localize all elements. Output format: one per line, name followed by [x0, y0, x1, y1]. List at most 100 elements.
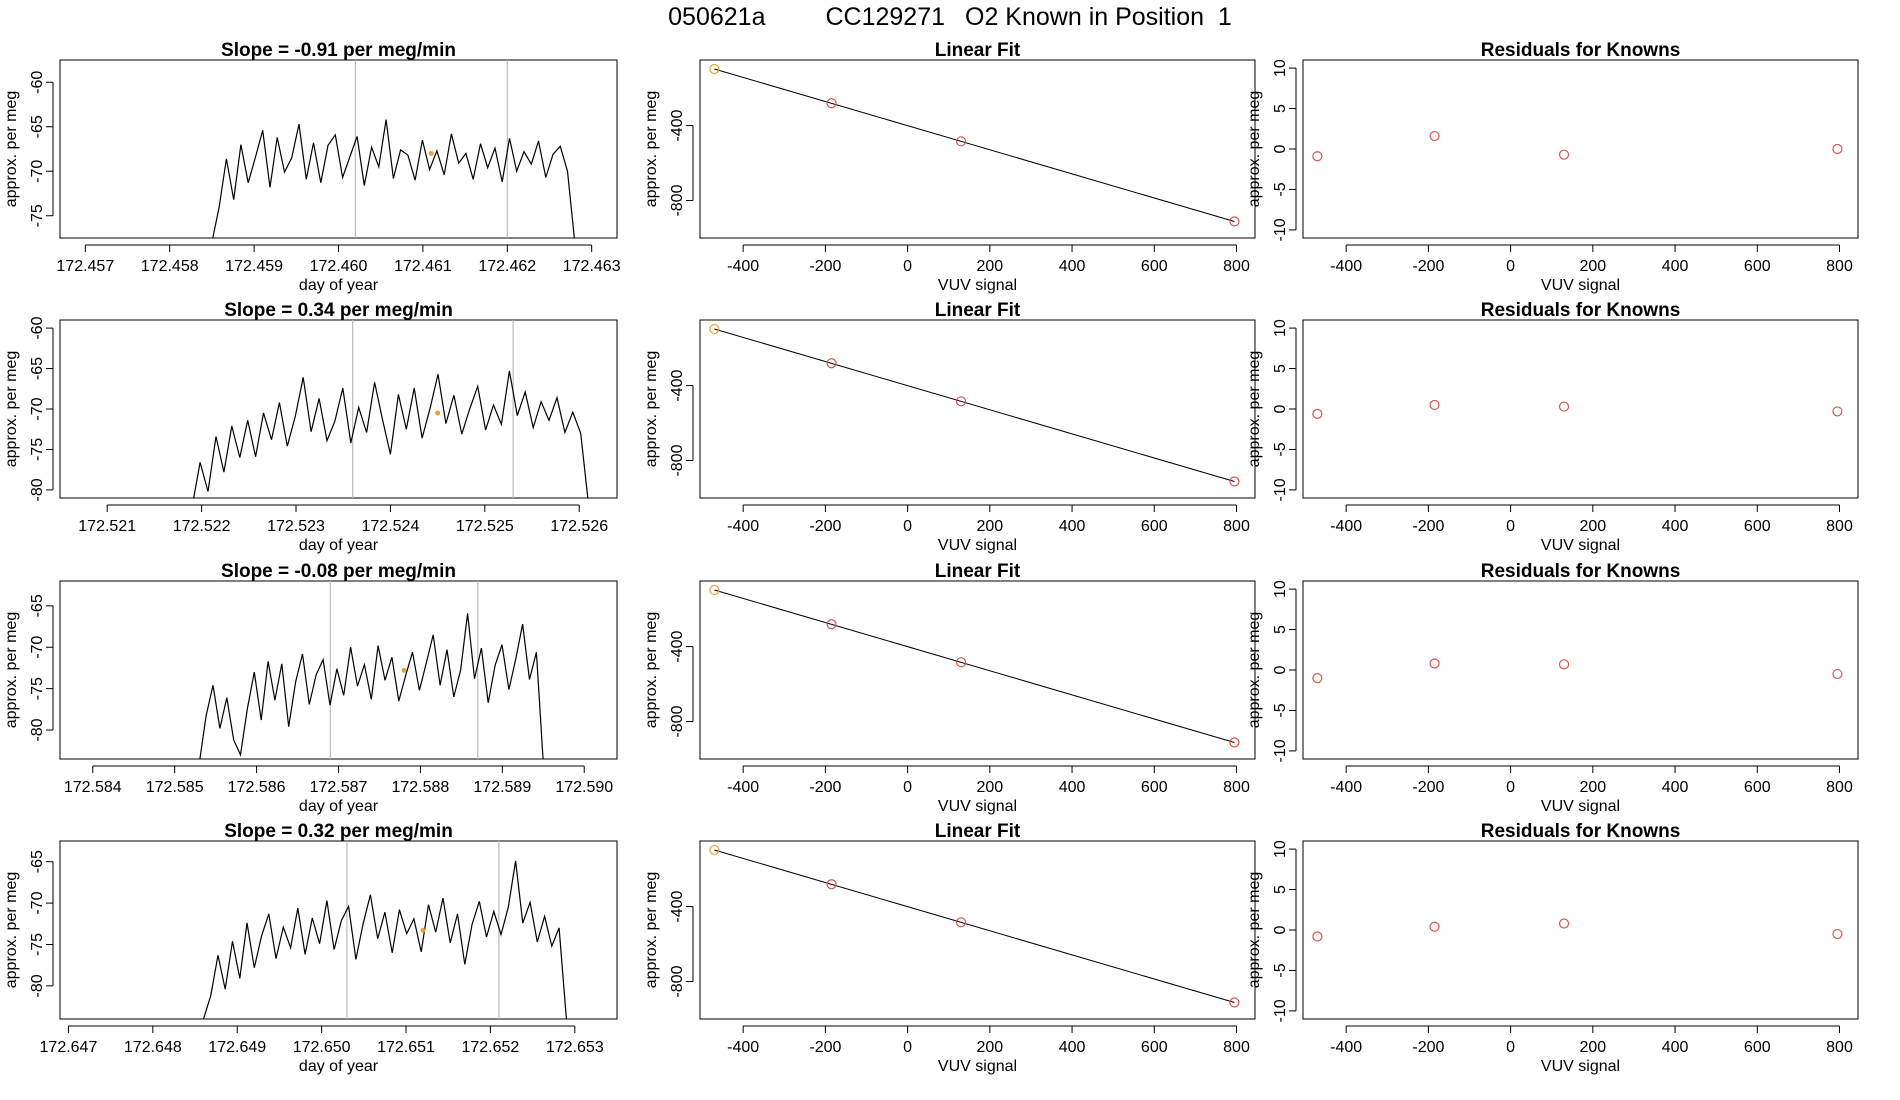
r3-residuals-y-tick-label: 5 [1272, 625, 1289, 634]
r2-linear_fit-point [955, 396, 967, 407]
r1-timeseries-plot-frame [59, 59, 618, 239]
r4-residuals-point [1429, 921, 1440, 932]
r1-residuals-point [1558, 149, 1570, 160]
r3-residuals-y-tick-label: 10 [1272, 580, 1289, 598]
r2-linear_fit-y-axis-label: approx. per meg [643, 351, 660, 468]
r1-residuals-x-tick-label: 800 [1826, 258, 1853, 275]
r4-linear_fit-plot-frame [699, 840, 1256, 1020]
r4-timeseries-y-tick-label: -80 [29, 974, 46, 997]
r4-linear_fit-point [1229, 997, 1240, 1008]
r2-linear_fit-point [826, 358, 837, 369]
r1-residuals-y-tick-label: -10 [1272, 218, 1289, 241]
r1-timeseries-x-tick-label: 172.459 [225, 258, 283, 275]
r1-linear_fit-y-tick-label: -400 [669, 109, 686, 141]
r2-residuals-y-tick-label: 5 [1272, 364, 1289, 373]
r3-timeseries-x-tick-label: 172.590 [555, 779, 613, 796]
r3-residuals-x-tick-label: 400 [1662, 779, 1689, 796]
r1-linear_fit-point [1229, 216, 1240, 227]
r3-linear_fit-x-tick-label: 200 [976, 779, 1003, 796]
r2-linear_fit-y-tick-label: -400 [669, 369, 686, 401]
r2-residuals-point [1832, 406, 1843, 417]
r3-timeseries-x-tick-label: 172.585 [146, 779, 204, 796]
r4-timeseries-x-tick-label: 172.652 [461, 1039, 519, 1056]
title-run-id: 050621a [668, 2, 766, 31]
title-cylinder-id: CC129271 [825, 2, 946, 31]
r1-linear_fit-y-axis-label: approx. per meg [643, 91, 660, 208]
r2-residuals-y-axis-label: approx. per meg [1246, 351, 1263, 468]
r1-residuals-y-axis-label: approx. per meg [1246, 91, 1263, 208]
r3-timeseries-x-tick-label: 172.584 [64, 779, 122, 796]
r4-linear_fit-point [955, 917, 967, 928]
r2-linear_fit-x-tick-label: 800 [1223, 518, 1250, 535]
r4-residuals-y-axis-label: approx. per meg [1246, 872, 1263, 989]
r4-timeseries-y-tick-label: -65 [29, 850, 46, 873]
r2-timeseries-mean-marker [435, 410, 441, 416]
r1-linear_fit-x-tick-label: -400 [727, 258, 759, 275]
r4-residuals-x-tick-label: 600 [1744, 1039, 1771, 1056]
r4-timeseries-x-tick-label: 172.653 [546, 1039, 604, 1056]
r1-residuals-y-tick-label: 5 [1272, 104, 1289, 113]
r2-linear_fit-x-axis-label: VUV signal [938, 537, 1017, 554]
r1-timeseries-series-line [212, 119, 575, 238]
r1-residuals-x-tick-label: 200 [1579, 258, 1606, 275]
r2-residuals-y-tick-label: -10 [1272, 478, 1289, 501]
r1-timeseries-y-tick-label: -65 [29, 115, 46, 138]
r4-timeseries-x-tick-label: 172.650 [293, 1039, 351, 1056]
r3-linear_fit-y-tick-label: -800 [669, 705, 686, 737]
r4-linear_fit-x-tick-label: 800 [1223, 1039, 1250, 1056]
r4-residuals-x-tick-label: 800 [1826, 1039, 1853, 1056]
r3-timeseries-x-axis-label: day of year [299, 798, 379, 815]
r4-timeseries-mean-marker [420, 927, 426, 933]
r1-residuals-x-tick-label: -400 [1330, 258, 1362, 275]
r4-linear_fit-title: Linear Fit [935, 821, 1021, 842]
r3-timeseries-y-axis-label: approx. per meg [3, 612, 20, 729]
r4-linear_fit-x-axis-label: VUV signal [938, 1058, 1017, 1075]
r2-linear_fit-y-tick-label: -800 [669, 444, 686, 476]
r1-linear_fit-x-tick-label: 800 [1223, 258, 1250, 275]
r1-linear_fit-x-tick-label: 600 [1141, 258, 1168, 275]
r2-linear_fit-point [1229, 476, 1240, 487]
r2-timeseries-y-tick-label: -75 [29, 438, 46, 461]
r1-timeseries-x-tick-label: 172.458 [141, 258, 199, 275]
r3-linear_fit-y-tick-label: -400 [669, 630, 686, 662]
r2-timeseries-plot-frame [59, 319, 618, 499]
r4-linear_fit-x-tick-label: 600 [1141, 1039, 1168, 1056]
r3-residuals-plot-frame [1302, 580, 1859, 760]
r1-linear_fit-point [955, 136, 967, 147]
r2-linear_fit-title: Linear Fit [935, 300, 1021, 321]
r4-residuals-x-axis-label: VUV signal [1541, 1058, 1620, 1075]
r4-linear_fit-fit-line [714, 849, 1235, 1003]
r3-residuals-point [1312, 672, 1323, 684]
r4-residuals-y-tick-label: 10 [1272, 840, 1289, 858]
r1-timeseries-x-tick-label: 172.457 [56, 258, 114, 275]
r3-linear_fit-point [709, 584, 720, 596]
r2-linear_fit-x-tick-label: 200 [976, 518, 1003, 535]
r2-residuals-title: Residuals for Knowns [1481, 300, 1681, 321]
r3-residuals-x-tick-label: 0 [1506, 779, 1515, 796]
r4-residuals-x-tick-label: -200 [1412, 1039, 1444, 1056]
r2-timeseries-y-tick-label: -70 [29, 397, 46, 420]
r3-residuals-y-tick-label: -5 [1272, 703, 1289, 717]
r1-linear_fit-x-tick-label: 0 [903, 258, 912, 275]
r2-linear_fit-x-tick-label: -200 [809, 518, 841, 535]
r3-residuals-x-tick-label: -200 [1412, 779, 1444, 796]
r2-timeseries-x-tick-label: 172.526 [550, 518, 608, 535]
r1-timeseries-x-tick-label: 172.462 [478, 258, 536, 275]
r3-timeseries-y-tick-label: -70 [29, 636, 46, 659]
r1-timeseries-x-axis-label: day of year [299, 277, 379, 294]
r3-linear_fit-y-axis-label: approx. per meg [643, 612, 660, 729]
r1-timeseries-y-tick-label: -60 [29, 71, 46, 94]
r3-linear_fit-x-tick-label: 600 [1141, 779, 1168, 796]
r3-residuals-x-tick-label: -400 [1330, 779, 1362, 796]
r3-linear_fit-x-axis-label: VUV signal [938, 798, 1017, 815]
r2-residuals-point [1429, 399, 1440, 411]
r3-linear_fit-title: Linear Fit [935, 561, 1021, 582]
r2-timeseries-y-tick-label: -80 [29, 478, 46, 501]
r4-residuals-x-tick-label: 200 [1579, 1039, 1606, 1056]
r1-linear_fit-y-tick-label: -800 [669, 184, 686, 216]
r2-linear_fit-plot-frame [699, 319, 1256, 499]
r1-residuals-point [1429, 130, 1440, 142]
r2-linear_fit-point [709, 323, 720, 335]
r3-linear_fit-x-tick-label: 400 [1059, 779, 1086, 796]
